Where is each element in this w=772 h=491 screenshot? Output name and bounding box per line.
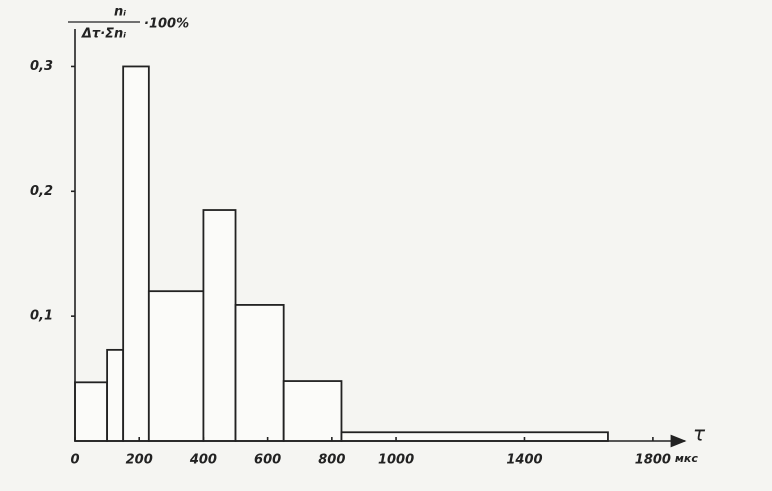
x-unit: мкс	[675, 452, 698, 465]
bar	[202, 209, 237, 442]
bar	[74, 381, 109, 442]
x-tick-label: 200	[126, 453, 153, 468]
y-tick-label: 0,1	[30, 309, 53, 324]
x-tick-label: 400	[189, 453, 217, 468]
y-tick-label: 0,3	[30, 59, 53, 74]
bar	[340, 431, 609, 442]
x-tick-label: 600	[254, 453, 281, 468]
bar	[122, 65, 150, 442]
bar	[282, 380, 343, 442]
y-label-suffix: ·100%	[144, 17, 189, 32]
x-axis-label: τ	[693, 422, 706, 446]
x-tick-label: 1000	[378, 453, 414, 468]
x-tick-label: 800	[318, 453, 345, 468]
bar	[234, 304, 285, 442]
y-label-denominator: Δτ·Σnᵢ	[81, 27, 126, 42]
y-label-numerator: nᵢ	[114, 5, 126, 20]
x-tick-label: 1800	[635, 453, 671, 468]
bar	[106, 348, 125, 442]
x-tick-label: 0	[70, 453, 79, 468]
y-tick-label: 0,2	[30, 184, 53, 199]
bar	[147, 290, 205, 442]
x-tick-label: 1400	[506, 453, 542, 468]
